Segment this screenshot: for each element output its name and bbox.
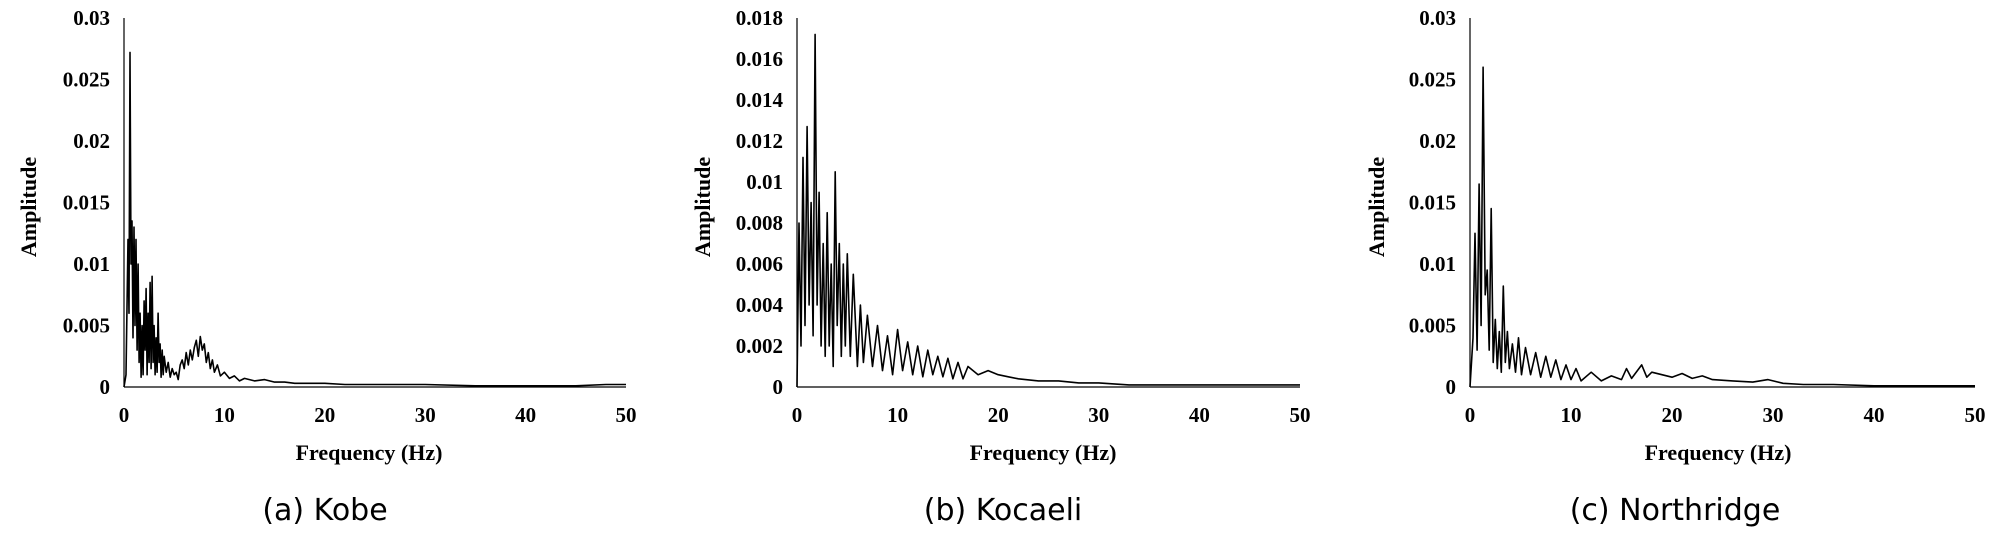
- chart-kobe: (a) Kobe Frequency (Hz) Amplitude 0 10 20 3…: [16, 6, 637, 528]
- y-tick-label: 0.03: [1419, 6, 1456, 30]
- series-line-kocaeli: [796, 33, 1300, 388]
- x-tick-label: 50: [1290, 403, 1311, 427]
- x-tick-label: 0: [119, 403, 130, 427]
- x-tick-label: 50: [616, 403, 637, 427]
- x-axis-label-northridge: Frequency (Hz): [1645, 440, 1792, 465]
- series-line-kobe: [123, 51, 626, 388]
- y-tick-label: 0.006: [736, 252, 783, 276]
- x-tick-label: 10: [214, 403, 235, 427]
- caption-northridge: (c) Northridge: [1570, 493, 1781, 528]
- y-tick-label: 0.025: [63, 68, 110, 92]
- chart-northridge: (c) Northridge Frequency (Hz) Amplitude …: [1364, 6, 1986, 528]
- series-line-northridge: [1469, 66, 1975, 388]
- x-tick-label: 0: [1465, 403, 1476, 427]
- x-tick-label: 10: [1561, 403, 1582, 427]
- y-tick-label: 0.015: [63, 191, 110, 215]
- x-tick-label: 10: [887, 403, 908, 427]
- y-axis-label-kobe: Amplitude: [16, 157, 41, 257]
- x-tick-label: 20: [314, 403, 335, 427]
- y-tick-label: 0: [100, 375, 111, 399]
- x-tick-label: 30: [1088, 403, 1109, 427]
- y-tick-label: 0.01: [73, 252, 110, 276]
- chart-kocaeli: (b) Kocaeli Frequency (Hz) Amplitude 0 10…: [690, 6, 1311, 528]
- y-tick-label: 0.01: [746, 170, 783, 194]
- caption-kobe: (a) Kobe: [262, 493, 387, 528]
- y-tick-label: 0.016: [736, 47, 783, 71]
- y-tick-label: 0.02: [1419, 129, 1456, 153]
- y-tick-label: 0.03: [73, 6, 110, 30]
- x-tick-label: 40: [1189, 403, 1210, 427]
- x-axis-label-kobe: Frequency (Hz): [296, 440, 443, 465]
- caption-kocaeli: (b) Kocaeli: [924, 493, 1083, 528]
- y-tick-label: 0: [773, 375, 784, 399]
- x-tick-label: 30: [415, 403, 436, 427]
- x-tick-label: 50: [1965, 403, 1986, 427]
- y-tick-label: 0.002: [736, 334, 783, 358]
- y-tick-label: 0.014: [736, 88, 784, 112]
- x-tick-label: 0: [792, 403, 803, 427]
- y-axis-label-northridge: Amplitude: [1364, 157, 1389, 257]
- x-tick-label: 30: [1763, 403, 1784, 427]
- y-axis-label-kocaeli: Amplitude: [690, 157, 715, 257]
- x-tick-label: 40: [515, 403, 536, 427]
- x-tick-label: 20: [1662, 403, 1683, 427]
- x-tick-label: 40: [1864, 403, 1885, 427]
- y-tick-label: 0.015: [1409, 191, 1456, 215]
- y-tick-label: 0.01: [1419, 252, 1456, 276]
- y-tick-label: 0.005: [1409, 314, 1456, 338]
- y-tick-label: 0.004: [736, 293, 784, 317]
- y-tick-label: 0.018: [736, 6, 783, 30]
- y-tick-label: 0.025: [1409, 68, 1456, 92]
- y-tick-label: 0: [1446, 375, 1457, 399]
- y-tick-label: 0.012: [736, 129, 783, 153]
- y-tick-label: 0.02: [73, 129, 110, 153]
- x-tick-label: 20: [988, 403, 1009, 427]
- x-axis-label-kocaeli: Frequency (Hz): [970, 440, 1117, 465]
- y-tick-label: 0.008: [736, 211, 783, 235]
- y-tick-label: 0.005: [63, 314, 110, 338]
